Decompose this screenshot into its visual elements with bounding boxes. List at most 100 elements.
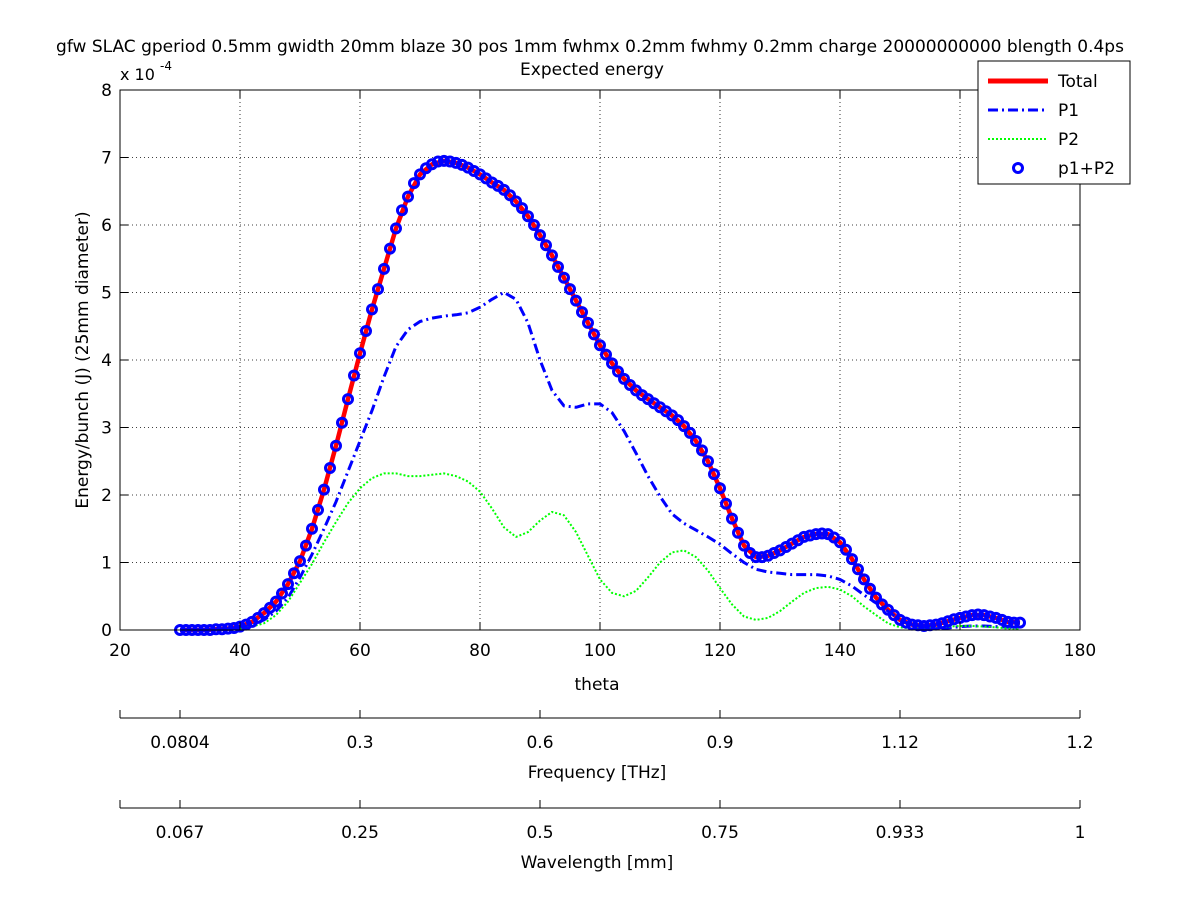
x-tick-label: 140 bbox=[824, 641, 856, 661]
marker-point bbox=[906, 618, 918, 631]
marker-point bbox=[288, 567, 300, 580]
marker-point bbox=[798, 530, 810, 543]
marker-point bbox=[732, 526, 744, 539]
marker-point bbox=[582, 316, 594, 329]
marker-point bbox=[738, 539, 750, 552]
marker-point bbox=[1008, 616, 1020, 629]
marker-point bbox=[996, 613, 1008, 626]
x-tick-label: 180 bbox=[1064, 641, 1096, 661]
marker-point bbox=[348, 369, 360, 382]
wavelength-tick-label: 0.067 bbox=[156, 823, 205, 843]
x-tick-label: 160 bbox=[944, 641, 976, 661]
marker-point bbox=[510, 195, 522, 208]
marker-point bbox=[270, 595, 282, 608]
y-multiplier: x 10 -4 bbox=[120, 59, 172, 84]
marker-point bbox=[804, 529, 816, 542]
marker-point bbox=[354, 347, 366, 360]
marker-point bbox=[576, 306, 588, 319]
y-tick-label: 0 bbox=[101, 621, 112, 641]
marker-point bbox=[834, 536, 846, 549]
marker-point bbox=[504, 189, 516, 202]
y-tick-label: 4 bbox=[101, 351, 112, 371]
marker-point bbox=[594, 339, 606, 352]
marker-point bbox=[900, 616, 912, 629]
marker-point bbox=[330, 439, 342, 452]
wavelength-tick-label: 0.933 bbox=[876, 823, 925, 843]
marker-point bbox=[210, 623, 222, 636]
marker-point bbox=[414, 168, 426, 181]
marker-point bbox=[264, 601, 276, 614]
marker-point bbox=[216, 623, 228, 636]
marker-point bbox=[456, 158, 468, 171]
marker-point bbox=[936, 617, 948, 630]
marker-point bbox=[516, 202, 528, 215]
marker-point bbox=[846, 553, 858, 566]
series-line-dotted bbox=[180, 472, 1021, 631]
frequency-tick-label: 0.6 bbox=[526, 733, 553, 753]
marker-point bbox=[300, 539, 312, 552]
wavelength-tick-label: 0.75 bbox=[701, 823, 739, 843]
x-tick-label: 80 bbox=[469, 641, 491, 661]
marker-point bbox=[870, 591, 882, 604]
x-tick-label: 100 bbox=[584, 641, 616, 661]
marker-point bbox=[558, 271, 570, 284]
marker-point bbox=[690, 435, 702, 447]
marker-point bbox=[930, 618, 942, 631]
series-3-markers bbox=[174, 154, 1026, 636]
marker-point bbox=[894, 613, 906, 626]
marker-point bbox=[564, 283, 576, 296]
wavelength-axis-label: Wavelength [mm] bbox=[521, 853, 674, 873]
grid-lines bbox=[120, 90, 1080, 630]
marker-point bbox=[306, 522, 318, 535]
marker-point bbox=[702, 455, 714, 468]
marker-point bbox=[540, 239, 552, 252]
y-tick-label: 7 bbox=[101, 149, 112, 169]
legend-label-p1-plus-p2: p1+P2 bbox=[1058, 159, 1115, 179]
marker-point bbox=[588, 328, 600, 341]
marker-point bbox=[678, 420, 690, 433]
marker-point bbox=[972, 608, 984, 621]
series-line-dashdot bbox=[180, 291, 1021, 632]
marker-point bbox=[294, 555, 306, 568]
y-tick-label: 1 bbox=[101, 554, 112, 574]
marker-point bbox=[978, 609, 990, 622]
marker-point bbox=[318, 483, 330, 496]
marker-point bbox=[816, 527, 828, 540]
wavelength-tick-label: 0.5 bbox=[526, 823, 553, 843]
marker-point bbox=[726, 512, 738, 525]
marker-point bbox=[696, 444, 708, 457]
marker-point bbox=[612, 365, 624, 378]
x-tick-label: 60 bbox=[349, 641, 371, 661]
y-tick-label: 8 bbox=[101, 81, 112, 101]
frequency-axis-ticks: 0.0804 0.3 0.6 0.9 1.12 1.2 bbox=[119, 710, 1094, 753]
chart-subtitle: Expected energy bbox=[520, 60, 664, 80]
marker-point bbox=[432, 155, 444, 168]
marker-point bbox=[840, 543, 852, 556]
marker-point bbox=[372, 283, 384, 296]
wavelength-tick-label: 1 bbox=[1075, 823, 1086, 843]
marker-point bbox=[990, 611, 1002, 624]
marker-point bbox=[960, 610, 972, 623]
wavelength-tick-label: 0.25 bbox=[341, 823, 379, 843]
frequency-tick-label: 0.3 bbox=[346, 733, 373, 753]
y-axis-label: Energy/bunch (J) (25mm diameter) bbox=[73, 211, 93, 508]
marker-point bbox=[810, 528, 822, 541]
legend-label-p1: P1 bbox=[1058, 101, 1079, 121]
axis-ticks: 20 40 60 80 100 120 140 160 180 0 1 2 3 4 5 6 7 8 bbox=[101, 81, 1096, 661]
marker-point bbox=[606, 357, 618, 370]
marker-point bbox=[756, 551, 768, 564]
marker-point bbox=[708, 468, 720, 481]
marker-point bbox=[714, 482, 726, 495]
y-tick-label: 6 bbox=[101, 216, 112, 236]
x-tick-label: 20 bbox=[109, 641, 131, 661]
marker-point bbox=[534, 229, 546, 242]
marker-point bbox=[1002, 615, 1014, 628]
marker-point bbox=[1014, 616, 1026, 629]
marker-point bbox=[438, 154, 450, 167]
frequency-tick-label: 0.9 bbox=[706, 733, 733, 753]
legend-label-p2: P2 bbox=[1058, 130, 1079, 150]
marker-point bbox=[336, 416, 348, 429]
marker-point bbox=[570, 294, 582, 307]
y-tick-label: 3 bbox=[101, 419, 112, 439]
